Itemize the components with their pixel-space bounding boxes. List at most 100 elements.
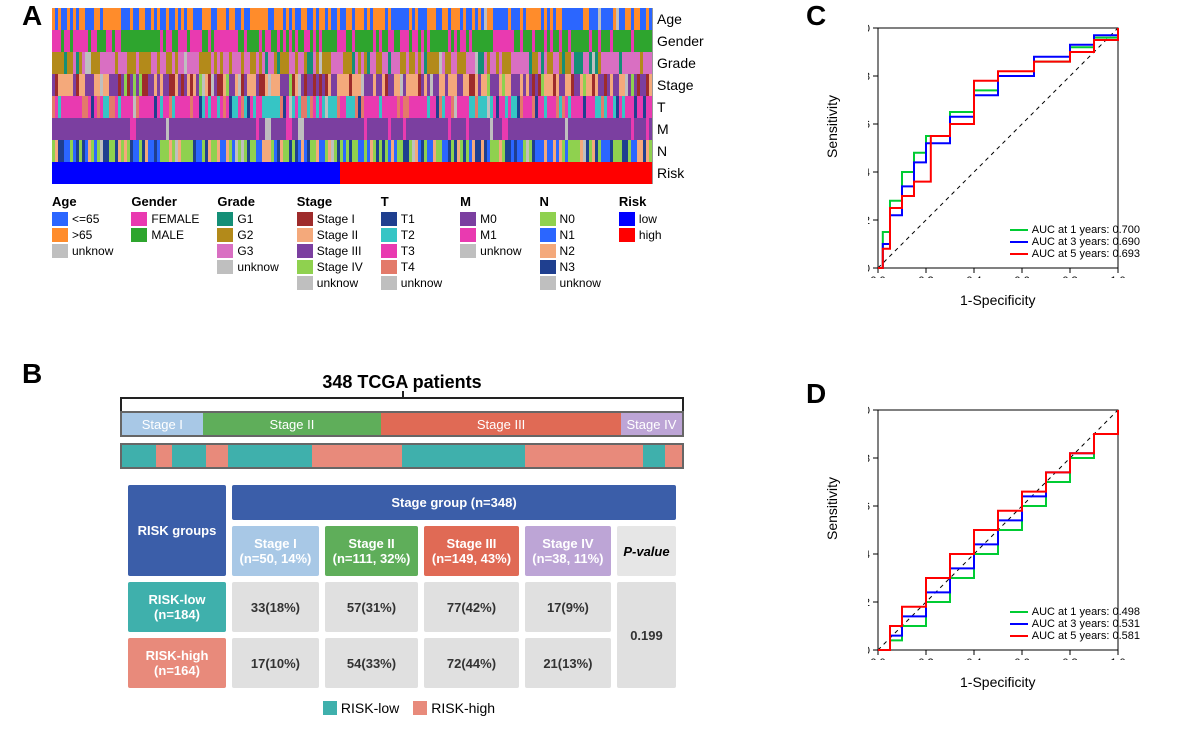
stage-proportion-bar: Stage IStage IIStage IIIStage IV xyxy=(120,411,684,437)
legend-swatch xyxy=(540,276,556,290)
legend-swatch xyxy=(540,228,556,242)
legend-swatch xyxy=(217,260,233,274)
stage-segment: Stage I xyxy=(122,413,203,435)
legend-line xyxy=(1010,611,1028,613)
svg-text:1.0: 1.0 xyxy=(1110,657,1125,660)
legend-text: T3 xyxy=(401,244,415,258)
legend-text: Stage I xyxy=(317,212,355,226)
legend-column-age: Age<=65>65unknow xyxy=(52,194,113,292)
table-cell: 21(13%) xyxy=(525,638,611,688)
risk-segment xyxy=(312,445,402,467)
stage-segment: Stage II xyxy=(203,413,382,435)
roc-xlabel: 1-Specificity xyxy=(960,674,1035,690)
legend-swatch xyxy=(52,244,68,258)
legend-text: unknow xyxy=(237,260,278,274)
panel-c-legend: AUC at 1 years: 0.700AUC at 3 years: 0.6… xyxy=(1010,224,1140,260)
heatmap-track-grade: Grade xyxy=(52,52,652,74)
panel-a-label: A xyxy=(22,0,42,32)
table-column-header: Stage III(n=149, 43%) xyxy=(424,526,519,576)
legend-swatch xyxy=(52,212,68,226)
heatmap-track-n: N xyxy=(52,140,652,162)
panel-a-heatmap: AgeGenderGradeStageTMNRisk Age<=65>65unk… xyxy=(52,8,752,292)
legend-text: N2 xyxy=(560,244,575,258)
table-row-header: RISK-high(n=164) xyxy=(128,638,226,688)
risk-segment xyxy=(122,445,156,467)
panel-c-roc: Sensitivity 0.00.00.20.20.40.40.60.60.80… xyxy=(820,8,1160,308)
table-cell: 77(42%) xyxy=(424,582,519,632)
heatmap-track-gender: Gender xyxy=(52,30,652,52)
legend-text: AUC at 5 years: 0.693 xyxy=(1032,248,1140,260)
risk-segment xyxy=(402,445,525,467)
svg-text:0.2: 0.2 xyxy=(918,275,933,278)
panel-b-table: 348 TCGA patients Stage IStage IIStage I… xyxy=(52,372,752,716)
heatmap-track-label: M xyxy=(657,118,669,140)
stage-by-risk-table: RISK groupsStage group (n=348)Stage I(n=… xyxy=(122,479,682,694)
svg-text:1.0: 1.0 xyxy=(868,23,870,35)
legend-line xyxy=(1010,241,1028,243)
legend-text: unknow xyxy=(480,244,521,258)
svg-text:0.6: 0.6 xyxy=(868,501,870,513)
roc-ylabel: Sensitivity xyxy=(824,477,840,540)
legend-swatch xyxy=(381,228,397,242)
legend-line xyxy=(1010,229,1028,231)
legend-swatch xyxy=(619,228,635,242)
legend-text: RISK-low xyxy=(341,700,399,716)
legend-text: Stage III xyxy=(317,244,362,258)
legend-swatch xyxy=(297,212,313,226)
heatmap-track-t: T xyxy=(52,96,652,118)
legend-text: AUC at 1 years: 0.700 xyxy=(1032,224,1140,236)
legend-column-n: NN0N1N2N3unknow xyxy=(540,194,601,292)
legend-column-gender: GenderFEMALEMALE xyxy=(131,194,199,292)
legend-text: T2 xyxy=(401,228,415,242)
svg-text:0.6: 0.6 xyxy=(1014,275,1029,278)
panel-d-legend: AUC at 1 years: 0.498AUC at 3 years: 0.5… xyxy=(1010,606,1140,642)
legend-text: AUC at 3 years: 0.690 xyxy=(1032,236,1140,248)
heatmap-track-label: Age xyxy=(657,8,682,30)
heatmap-track-label: Grade xyxy=(657,52,696,74)
heatmap-track-label: N xyxy=(657,140,667,162)
risk-segment xyxy=(206,445,228,467)
table-header-risk: RISK groups xyxy=(128,485,226,576)
svg-text:0.4: 0.4 xyxy=(966,275,981,278)
svg-text:0.0: 0.0 xyxy=(870,657,885,660)
table-header-stage-group: Stage group (n=348) xyxy=(232,485,676,520)
svg-text:0.2: 0.2 xyxy=(868,215,870,227)
legend-text: AUC at 1 years: 0.498 xyxy=(1032,606,1140,618)
stage-segment: Stage III xyxy=(381,413,621,435)
heatmap-track-risk: Risk xyxy=(52,162,652,184)
table-cell: 17(10%) xyxy=(232,638,319,688)
legend-text: high xyxy=(639,228,662,242)
legend-swatch xyxy=(540,212,556,226)
legend-text: T1 xyxy=(401,212,415,226)
svg-text:0.8: 0.8 xyxy=(868,453,870,465)
legend-line xyxy=(1010,253,1028,255)
legend-swatch xyxy=(413,701,427,715)
legend-column-risk: Risklowhigh xyxy=(619,194,662,292)
table-row-header: RISK-low(n=184) xyxy=(128,582,226,632)
table-cell: 33(18%) xyxy=(232,582,319,632)
heatmap-track-m: M xyxy=(52,118,652,140)
svg-text:0.6: 0.6 xyxy=(868,119,870,131)
legend-swatch xyxy=(619,212,635,226)
legend-text: unknow xyxy=(401,276,442,290)
svg-text:0.6: 0.6 xyxy=(1014,657,1029,660)
heatmap-track-label: Gender xyxy=(657,30,704,52)
svg-text:0.4: 0.4 xyxy=(868,549,870,561)
legend-swatch xyxy=(381,212,397,226)
roc-ylabel: Sensitivity xyxy=(824,95,840,158)
legend-column-t: TT1T2T3T4unknow xyxy=(381,194,442,292)
panel-b-legend: RISK-lowRISK-high xyxy=(52,700,752,716)
legend-text: AUC at 5 years: 0.581 xyxy=(1032,630,1140,642)
legend-text: N0 xyxy=(560,212,575,226)
svg-text:1.0: 1.0 xyxy=(1110,275,1125,278)
legend-line xyxy=(1010,635,1028,637)
legend-swatch xyxy=(460,228,476,242)
table-cell: 17(9%) xyxy=(525,582,611,632)
svg-text:0.2: 0.2 xyxy=(868,597,870,609)
legend-swatch xyxy=(540,244,556,258)
legend-text: FEMALE xyxy=(151,212,199,226)
legend-swatch xyxy=(297,276,313,290)
legend-text: low xyxy=(639,212,657,226)
svg-text:0.8: 0.8 xyxy=(1062,275,1077,278)
legend-swatch xyxy=(323,701,337,715)
